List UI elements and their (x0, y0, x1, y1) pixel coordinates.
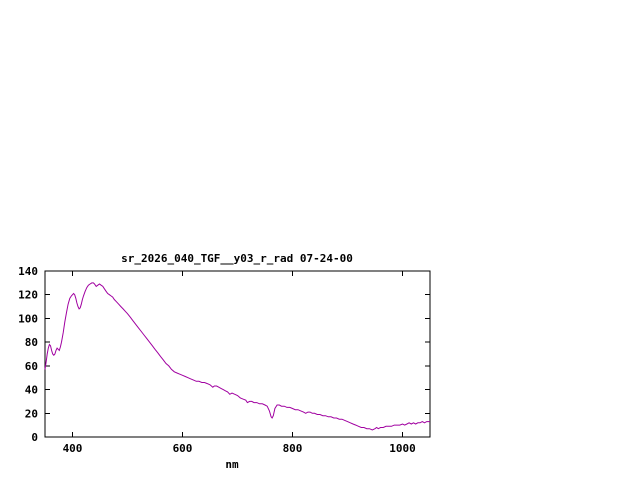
plot-frame (44, 270, 431, 438)
svg-text:100: 100 (18, 312, 38, 325)
spectrum-line (44, 282, 430, 431)
chart-title: sr_2026_040_TGF__y03_r_rad 07-24-00 (121, 252, 353, 265)
svg-text:800: 800 (283, 442, 303, 455)
svg-text:400: 400 (63, 442, 83, 455)
x-axis-label: nm (225, 458, 239, 471)
svg-text:120: 120 (18, 289, 38, 302)
axis-tick-labels: 400 600 800 1000 0 20 40 60 80 100 120 140 (18, 265, 416, 455)
axis-ticks (45, 270, 430, 438)
svg-text:140: 140 (18, 265, 38, 278)
svg-text:1000: 1000 (389, 442, 416, 455)
svg-text:600: 600 (173, 442, 193, 455)
svg-text:60: 60 (25, 360, 38, 373)
svg-text:40: 40 (25, 384, 38, 397)
svg-text:0: 0 (31, 431, 38, 444)
svg-text:80: 80 (25, 336, 38, 349)
svg-text:20: 20 (25, 407, 38, 420)
